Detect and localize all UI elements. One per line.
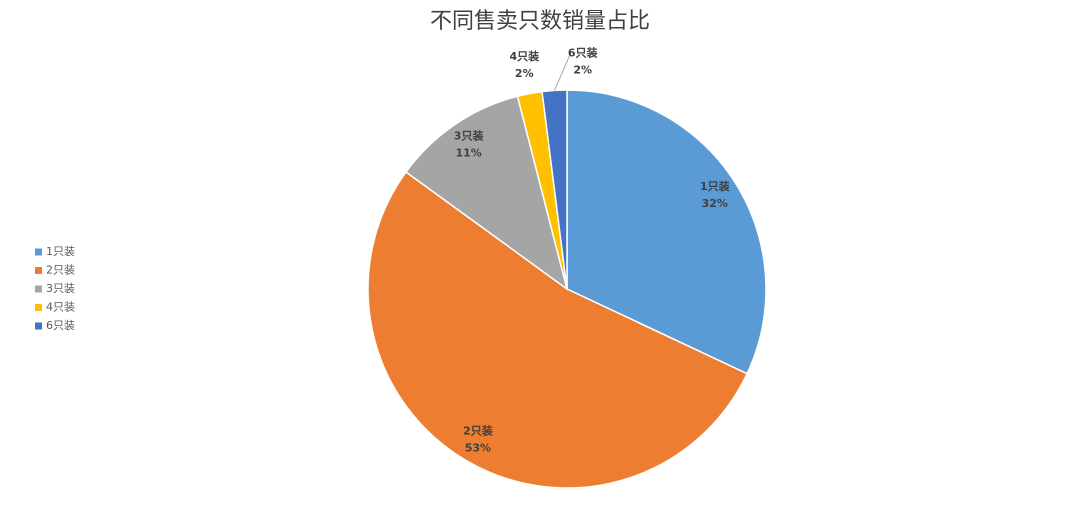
- data-label: 2%: [515, 67, 534, 80]
- legend-swatch: [35, 267, 42, 274]
- data-label: 11%: [455, 146, 481, 159]
- data-label-name: 1只装: [700, 179, 730, 193]
- legend-swatch: [35, 285, 42, 293]
- data-label: 53%: [465, 442, 491, 455]
- data-label-name: 2只装: [463, 424, 493, 438]
- legend-label: 1只装: [46, 245, 75, 258]
- legend-swatch: [35, 248, 42, 256]
- chart-title: 不同售卖只数销量占比: [430, 9, 650, 34]
- pie-slice: [404, 95, 569, 291]
- data-label-name: 3只装: [454, 128, 484, 142]
- data-label: 32%: [702, 197, 728, 210]
- data-label-name: 6只装: [568, 45, 598, 59]
- legend-label: 6只装: [46, 319, 75, 332]
- leader-line: [554, 55, 571, 91]
- legend-label: 2只装: [46, 264, 75, 277]
- pie-slice: [566, 89, 767, 375]
- data-label: 2%: [573, 63, 592, 76]
- legend-swatch: [35, 304, 42, 311]
- pie-slice: [367, 170, 749, 489]
- legend-label: 4只装: [46, 301, 75, 314]
- legend-label: 3只装: [46, 282, 75, 295]
- legend-swatch: [35, 322, 42, 330]
- data-label-name: 4只装: [509, 49, 539, 63]
